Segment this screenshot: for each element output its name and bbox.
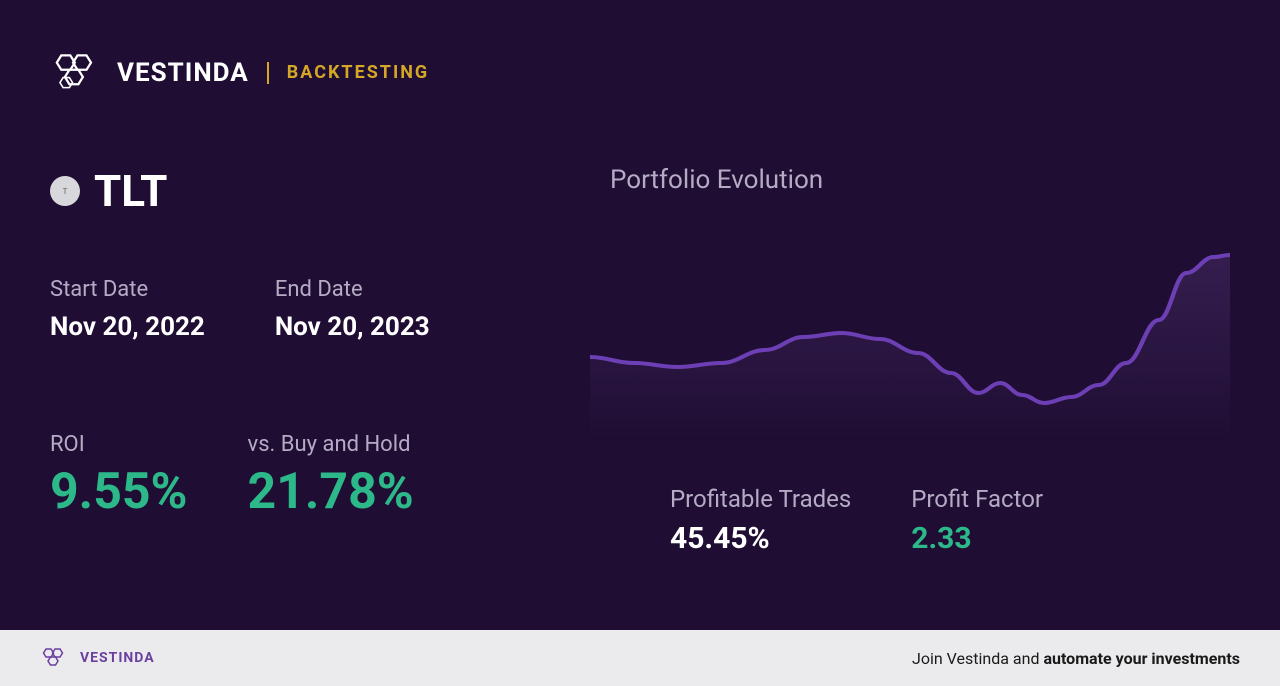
ticker-row: T TLT bbox=[50, 165, 530, 217]
right-panel: Portfolio Evolution Profitable Trades bbox=[590, 165, 1230, 556]
content-area: T TLT Start Date Nov 20, 2022 End Date N… bbox=[50, 165, 1230, 556]
profitable-trades-block: Profitable Trades 45.45% bbox=[670, 485, 851, 556]
roi-value: 9.55% bbox=[50, 463, 188, 521]
end-date-value: Nov 20, 2023 bbox=[275, 312, 430, 342]
footer-cta-prefix: Join Vestinda and bbox=[912, 649, 1043, 668]
ticker-symbol: TLT bbox=[94, 165, 167, 217]
footer: VESTINDA Join Vestinda and automate your… bbox=[0, 630, 1280, 686]
footer-left: VESTINDA bbox=[40, 646, 155, 671]
start-date-block: Start Date Nov 20, 2022 bbox=[50, 277, 205, 342]
footer-logo-icon bbox=[40, 646, 70, 671]
stats-row: Profitable Trades 45.45% Profit Factor 2… bbox=[590, 485, 1230, 556]
profit-factor-block: Profit Factor 2.33 bbox=[911, 485, 1043, 556]
header: VESTINDA BACKTESTING bbox=[50, 50, 1230, 95]
roi-block: ROI 9.55% bbox=[50, 432, 188, 521]
vs-buyhold-block: vs. Buy and Hold 21.78% bbox=[248, 432, 414, 521]
chart-container bbox=[590, 225, 1230, 435]
chart-title: Portfolio Evolution bbox=[590, 165, 1230, 195]
ticker-badge-icon: T bbox=[50, 176, 80, 206]
dates-row: Start Date Nov 20, 2022 End Date Nov 20,… bbox=[50, 277, 530, 342]
profitable-value: 45.45% bbox=[670, 521, 851, 556]
brand-name: VESTINDA bbox=[117, 58, 249, 88]
brand-logo-icon bbox=[50, 50, 105, 95]
metrics-row: ROI 9.55% vs. Buy and Hold 21.78% bbox=[50, 432, 530, 521]
left-panel: T TLT Start Date Nov 20, 2022 End Date N… bbox=[50, 165, 530, 556]
factor-label: Profit Factor bbox=[911, 485, 1043, 513]
vs-value: 21.78% bbox=[248, 463, 414, 521]
factor-value: 2.33 bbox=[911, 521, 1043, 556]
start-date-label: Start Date bbox=[50, 277, 205, 302]
header-divider bbox=[267, 62, 269, 84]
footer-cta-bold: automate your investments bbox=[1043, 649, 1240, 668]
start-date-value: Nov 20, 2022 bbox=[50, 312, 205, 342]
portfolio-chart bbox=[590, 225, 1230, 435]
main-container: VESTINDA BACKTESTING T TLT Start Date No… bbox=[0, 0, 1280, 630]
page-label: BACKTESTING bbox=[287, 62, 429, 83]
footer-brand: VESTINDA bbox=[80, 650, 155, 666]
roi-label: ROI bbox=[50, 432, 188, 457]
end-date-block: End Date Nov 20, 2023 bbox=[275, 277, 430, 342]
end-date-label: End Date bbox=[275, 277, 430, 302]
profitable-label: Profitable Trades bbox=[670, 485, 851, 513]
vs-label: vs. Buy and Hold bbox=[248, 432, 414, 457]
footer-cta[interactable]: Join Vestinda and automate your investme… bbox=[912, 649, 1240, 668]
